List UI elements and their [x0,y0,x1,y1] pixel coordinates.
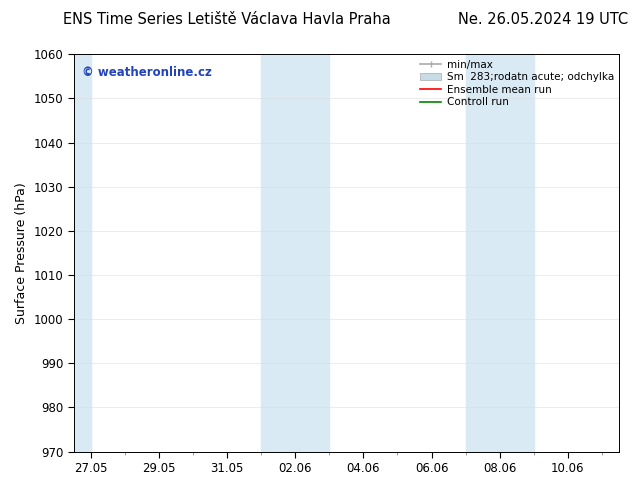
Y-axis label: Surface Pressure (hPa): Surface Pressure (hPa) [15,182,28,324]
Bar [261,54,329,452]
Text: Ne. 26.05.2024 19 UTC: Ne. 26.05.2024 19 UTC [458,12,628,27]
Text: © weatheronline.cz: © weatheronline.cz [82,66,212,79]
Bar [465,54,534,452]
Text: ENS Time Series Letiště Václava Havla Praha: ENS Time Series Letiště Václava Havla Pr… [63,12,391,27]
Bar [74,54,91,452]
Legend: min/max, Sm  283;rodatn acute; odchylka, Ensemble mean run, Controll run: min/max, Sm 283;rodatn acute; odchylka, … [418,57,616,109]
